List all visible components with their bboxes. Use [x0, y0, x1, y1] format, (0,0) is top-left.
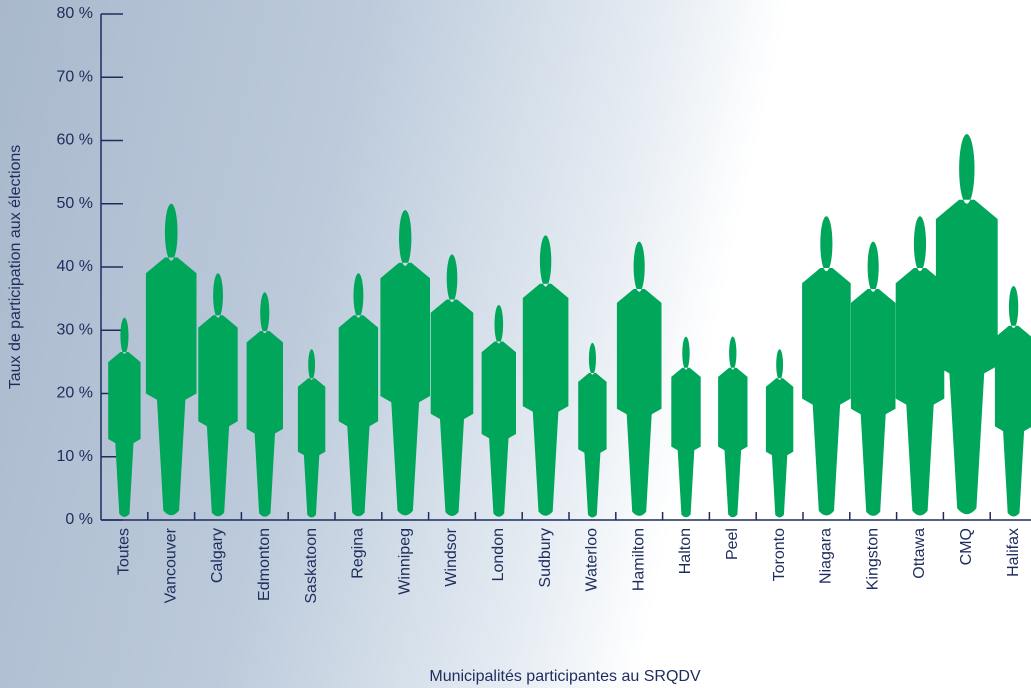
- person-bar: [522, 235, 569, 516]
- x-tick-label: Halifax: [1005, 528, 1022, 577]
- x-tick-label: Kingston: [864, 528, 881, 590]
- x-tick-label: Halton: [677, 528, 694, 574]
- x-tick-label: Saskatoon: [303, 528, 320, 604]
- x-tick-label: Toronto: [771, 528, 788, 581]
- person-bar: [802, 216, 851, 516]
- x-tick-label: Toutes: [116, 528, 133, 575]
- person-bar: [671, 336, 701, 518]
- person-bar: [994, 285, 1031, 517]
- y-tick-label: 70 %: [57, 68, 93, 85]
- person-bar: [935, 134, 998, 515]
- x-tick-label: CMQ: [958, 528, 975, 565]
- person-bar: [718, 336, 748, 518]
- x-tick-label: Peel: [724, 528, 741, 560]
- x-tick-label: Calgary: [209, 528, 226, 583]
- x-tick-label: Edmonton: [256, 528, 273, 601]
- x-tick-label: London: [490, 528, 507, 581]
- x-tick-label: Sudbury: [537, 528, 554, 588]
- x-tick-label: Waterloo: [584, 528, 601, 592]
- y-tick-label: 80 %: [57, 5, 93, 22]
- person-bar: [895, 216, 945, 516]
- person-bar: [850, 241, 896, 516]
- person-bar: [297, 349, 326, 518]
- person-bar: [616, 241, 662, 516]
- person-bar: [246, 292, 283, 517]
- x-axis-title: Municipalités participantes au SRQDV: [429, 668, 701, 685]
- person-bar: [198, 273, 238, 517]
- x-tick-label: Ottawa: [911, 528, 928, 579]
- y-tick-label: 40 %: [57, 258, 93, 275]
- x-tick-label: Vancouver: [162, 527, 179, 603]
- x-tick-label: Winnipeg: [396, 528, 413, 595]
- y-tick-label: 30 %: [57, 321, 93, 338]
- x-tick-label: Hamilton: [630, 528, 647, 591]
- y-tick-label: 60 %: [57, 132, 93, 149]
- y-tick-label: 10 %: [57, 448, 93, 465]
- person-bar: [380, 210, 430, 516]
- y-tick-label: 0 %: [65, 511, 93, 528]
- y-axis-title: Taux de participation aux élections: [7, 145, 24, 390]
- person-bar: [430, 254, 474, 516]
- person-bar: [481, 304, 516, 517]
- x-tick-label: Niagara: [818, 528, 835, 584]
- person-bar: [145, 203, 197, 516]
- y-tick-label: 20 %: [57, 385, 93, 402]
- person-bar: [338, 273, 379, 517]
- person-bar: [578, 342, 607, 518]
- x-tick-label: Regina: [350, 528, 367, 579]
- person-bar: [765, 349, 794, 518]
- person-bar: [108, 317, 141, 517]
- y-tick-label: 50 %: [57, 195, 93, 212]
- x-tick-label: Windsor: [443, 527, 460, 586]
